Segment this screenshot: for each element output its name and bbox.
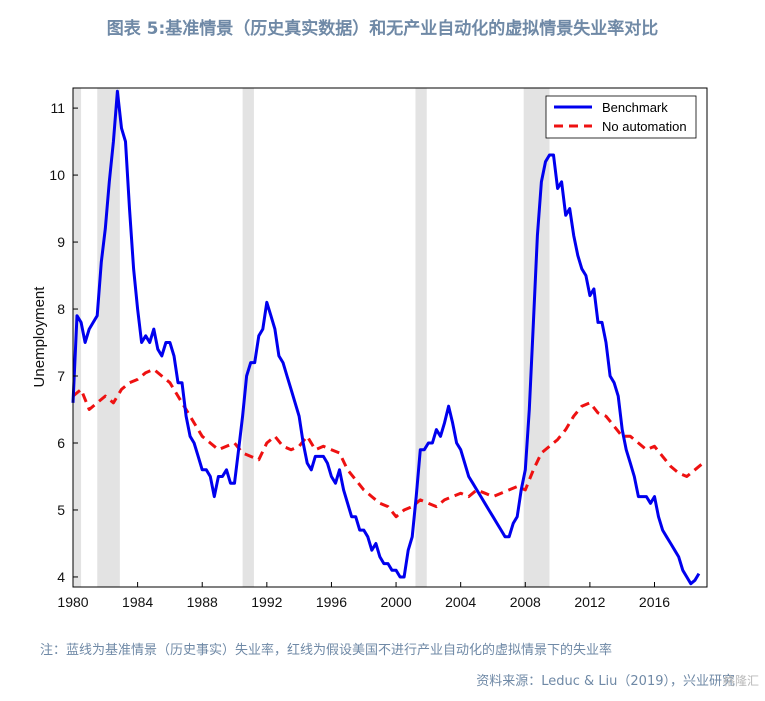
x-axis-ticks: 1980 1984 1988 1992 1996 2000 2004 2008 2012 2016 <box>57 582 670 610</box>
series-group <box>71 89 707 586</box>
legend-box <box>545 95 697 139</box>
y-tick-label: 9 <box>57 234 65 250</box>
watermark-logo: 格隆汇 <box>722 674 759 688</box>
x-tick-label: 2000 <box>380 594 411 610</box>
x-tick-label: 2016 <box>639 594 670 610</box>
y-tick-label: 11 <box>50 100 65 116</box>
benchmark-line <box>71 89 701 586</box>
x-tick-label: 1984 <box>122 594 153 610</box>
legend: Benchmark No automation <box>545 95 697 139</box>
y-axis-ticks: 4 5 6 7 8 9 10 11 <box>49 100 78 585</box>
x-tick-label: 1996 <box>316 594 347 610</box>
plot-frame <box>72 87 708 588</box>
no-automation-line <box>72 367 707 519</box>
y-tick-label: 10 <box>49 167 65 183</box>
x-tick-label: 1992 <box>251 594 282 610</box>
recession-band <box>242 88 254 587</box>
y-tick-label: 6 <box>57 435 65 451</box>
x-tick-label: 2008 <box>510 594 541 610</box>
y-tick-label: 8 <box>57 301 65 317</box>
x-tick-label: 2012 <box>574 594 605 610</box>
source-caption: 资料来源：Leduc & Liu（2019），兴业研究 <box>476 674 735 689</box>
y-tick-label: 5 <box>57 502 65 518</box>
y-tick-label: 4 <box>57 569 65 585</box>
x-tick-label: 1988 <box>187 594 218 610</box>
recession-band <box>415 88 427 587</box>
y-tick-label: 7 <box>57 368 65 384</box>
recession-band <box>97 88 120 587</box>
recession-band <box>523 88 550 587</box>
y-axis-label: Unemployment <box>31 286 48 388</box>
chart-title: 图表 5:基准情景（历史真实数据）和无产业自动化的虚拟情景失业率对比 <box>106 19 659 39</box>
legend-benchmark-label: Benchmark <box>602 100 668 115</box>
chart-note: 注：蓝线为基准情景（历史事实）失业率，红线为假设美国不进行产业自动化的虚拟情景下… <box>40 643 613 658</box>
x-tick-label: 2004 <box>445 594 476 610</box>
legend-no-automation-label: No automation <box>602 119 687 134</box>
x-tick-label: 1980 <box>57 594 88 610</box>
